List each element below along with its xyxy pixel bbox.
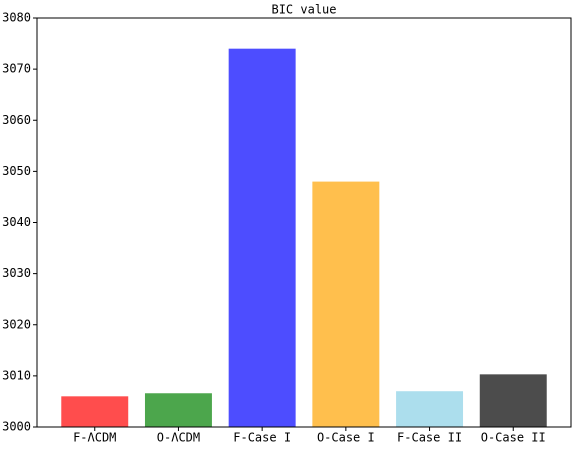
- bar: [312, 181, 380, 427]
- x-tick-label: O-Case I: [317, 431, 375, 445]
- plot-frame: [36, 17, 572, 428]
- bar: [479, 374, 547, 427]
- y-tick-label: 3070: [2, 62, 31, 76]
- y-tick-label: 3060: [2, 113, 31, 127]
- y-tick-label: 3000: [2, 420, 31, 434]
- bar: [228, 48, 296, 428]
- chart-title: BIC value: [271, 3, 336, 17]
- x-tick-label: O-ΛCDM: [157, 431, 200, 445]
- bar: [61, 396, 129, 427]
- x-tick-label: F-Case I: [233, 431, 291, 445]
- x-tick-label: F-Case II: [397, 431, 462, 445]
- y-tick-label: 3020: [2, 317, 31, 331]
- y-tick-label: 3050: [2, 164, 31, 178]
- y-tick-label: 3030: [2, 266, 31, 280]
- y-tick-label: 3080: [2, 11, 31, 25]
- bar: [396, 391, 464, 427]
- y-tick-label: 3010: [2, 368, 31, 382]
- x-tick-label: O-Case II: [481, 431, 546, 445]
- bar: [144, 393, 212, 427]
- y-tick-label: 3040: [2, 215, 31, 229]
- x-tick-label: F-ΛCDM: [73, 431, 116, 445]
